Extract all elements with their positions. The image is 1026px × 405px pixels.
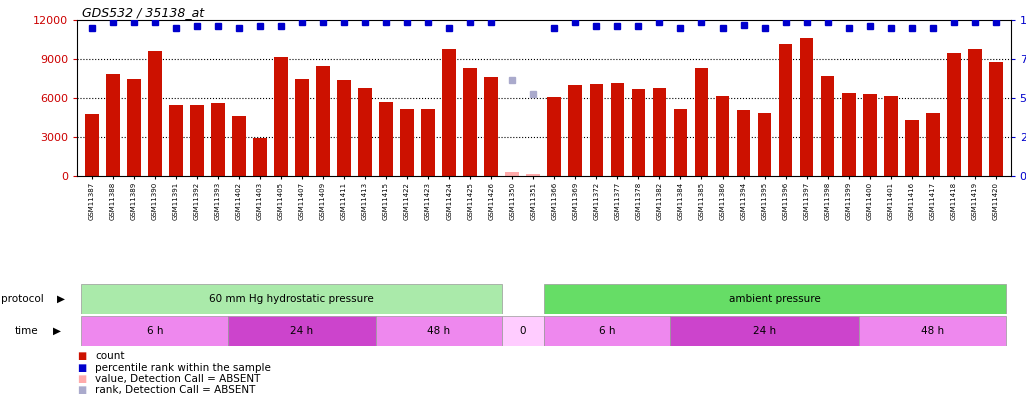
Bar [400,109,413,176]
Bar [211,103,225,176]
Bar [442,49,456,176]
Bar [758,113,772,176]
Bar [376,316,502,346]
Bar [295,79,309,176]
Bar [800,38,814,176]
Bar [253,139,267,176]
Text: protocol: protocol [1,294,44,304]
Bar [968,49,982,176]
Text: ■: ■ [77,386,86,395]
Bar [905,120,918,176]
Bar [422,109,435,176]
Bar [232,116,245,176]
Text: 60 mm Hg hydrostatic pressure: 60 mm Hg hydrostatic pressure [209,294,373,304]
Text: rank, Detection Call = ABSENT: rank, Detection Call = ABSENT [95,386,255,395]
Text: 0: 0 [519,326,526,336]
Text: ▶: ▶ [53,326,62,336]
Bar [842,93,856,176]
Bar [544,316,670,346]
Text: ■: ■ [77,363,86,373]
Bar [106,74,120,176]
Bar [81,284,502,314]
Bar [653,88,666,176]
Bar [632,89,645,176]
Bar [380,102,393,176]
Bar [169,105,183,176]
Bar [544,284,1007,314]
Text: 6 h: 6 h [147,326,163,336]
Bar [863,94,876,176]
Text: time: time [14,326,38,336]
Text: percentile rank within the sample: percentile rank within the sample [95,363,271,373]
Bar [947,53,960,176]
Bar [737,110,750,176]
Text: 48 h: 48 h [427,326,450,336]
Bar [127,79,141,176]
Text: GDS532 / 35138_at: GDS532 / 35138_at [82,6,204,19]
Bar [464,68,477,176]
Text: ambient pressure: ambient pressure [729,294,821,304]
Bar [484,77,498,176]
Bar [148,51,161,176]
Bar [229,316,376,346]
Text: ▶: ▶ [57,294,66,304]
Text: 48 h: 48 h [921,326,944,336]
Bar [821,76,834,176]
Bar [884,96,898,176]
Text: ■: ■ [77,374,86,384]
Bar [859,316,1007,346]
Bar [338,80,351,176]
Bar [190,105,203,176]
Bar [506,172,519,176]
Text: value, Detection Call = ABSENT: value, Detection Call = ABSENT [95,374,261,384]
Text: count: count [95,352,125,361]
Bar [670,316,859,346]
Bar [590,84,603,176]
Bar [526,174,540,176]
Bar [926,113,940,176]
Bar [695,68,708,176]
Bar [85,114,98,176]
Text: 24 h: 24 h [290,326,314,336]
Bar [568,85,582,176]
Bar [358,88,371,176]
Bar [779,44,792,176]
Bar [81,316,229,346]
Bar [274,57,287,176]
Bar [316,66,329,176]
Bar [610,83,624,176]
Bar [989,62,1002,176]
Bar [502,316,544,346]
Text: 24 h: 24 h [753,326,776,336]
Bar [674,109,687,176]
Bar [716,96,729,176]
Text: ■: ■ [77,352,86,361]
Bar [548,97,561,176]
Text: 6 h: 6 h [598,326,616,336]
